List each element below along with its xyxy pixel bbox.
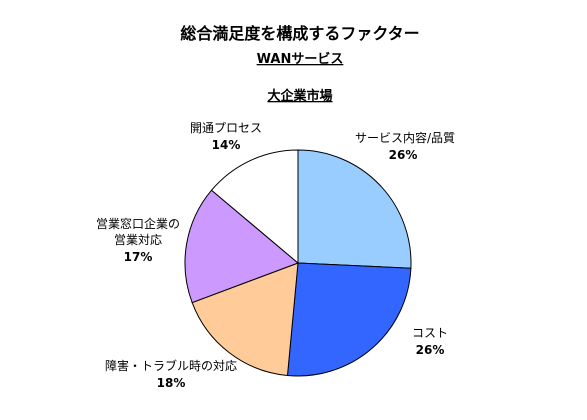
slice-name-service-quality: サービス内容/品質 — [355, 130, 455, 145]
slice-name-sales-response-line2: 営業対応 — [114, 233, 162, 247]
slice-label-sales-response: 営業窓口企業の 営業対応 17% — [96, 216, 180, 264]
slice-value-activation-process: 14% — [212, 138, 241, 152]
slice-name-sales-response-line1: 営業窓口企業の — [96, 216, 180, 231]
chart-subtitle-service: WANサービス — [257, 51, 344, 67]
chart-subtitle-market: 大企業市場 — [267, 88, 332, 104]
pie-slice-service-quality — [297, 149, 412, 269]
slice-label-activation-process: 開通プロセス 14% — [190, 121, 262, 152]
slice-label-cost: コスト 26% — [412, 326, 448, 357]
slice-label-service-quality: サービス内容/品質 26% — [355, 130, 455, 162]
slice-label-trouble-response: 障害・トラブル時の対応 18% — [105, 358, 237, 390]
slice-value-cost: 26% — [416, 343, 445, 357]
chart-title: 総合満足度を構成するファクター — [180, 24, 419, 43]
slice-name-cost: コスト — [412, 326, 448, 340]
pie-slice-sales-response — [184, 189, 299, 304]
slice-name-activation-process: 開通プロセス — [190, 121, 262, 135]
pie-slice-cost — [286, 262, 412, 377]
slice-name-trouble-response: 障害・トラブル時の対応 — [105, 358, 237, 373]
slice-value-sales-response: 17% — [124, 250, 153, 264]
pie-slice-trouble-response — [191, 262, 299, 377]
pie-slice-activation-process — [210, 149, 299, 265]
slice-value-trouble-response: 18% — [157, 376, 186, 390]
pie-slices — [184, 149, 412, 377]
slice-value-service-quality: 26% — [389, 148, 418, 162]
